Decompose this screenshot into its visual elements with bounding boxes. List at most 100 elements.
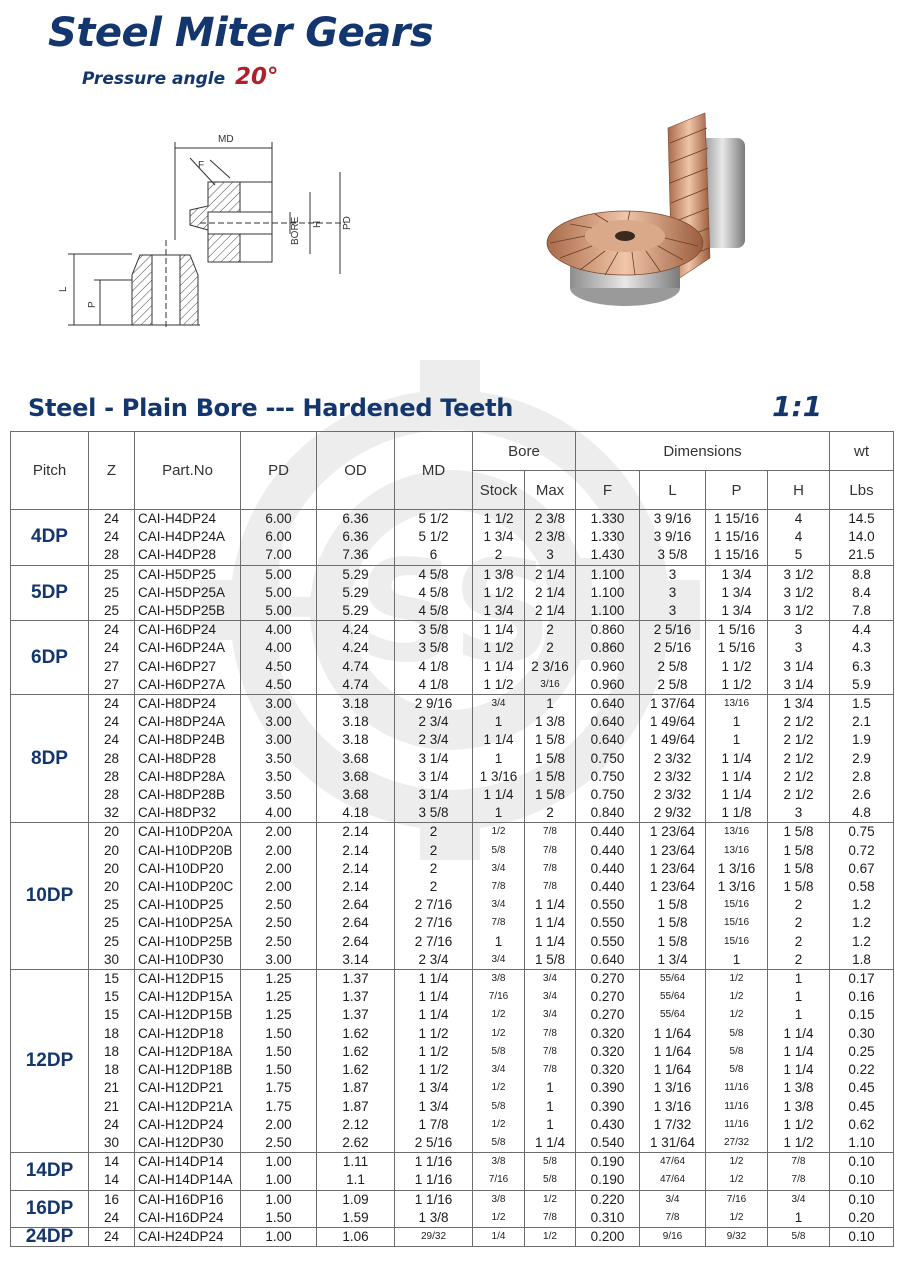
table-row: 25 CAI-H10DP25A 2.50 2.64 2 7/16 7/8 1 1/4 0.55… <box>11 914 894 933</box>
table-cell: 1/2 <box>705 1208 768 1228</box>
table-cell: 1 49/64 <box>639 731 706 750</box>
table-cell: CAI-H14DP14A <box>134 1171 241 1191</box>
table-cell: 1 1/64 <box>639 1042 706 1062</box>
table-cell: 0.390 <box>575 1097 640 1116</box>
table-cell: 3 9/16 <box>639 509 706 529</box>
table-cell: 4.3 <box>829 639 894 658</box>
table-cell: 1 3/16 <box>472 767 525 787</box>
table-cell: 1 <box>705 713 768 732</box>
table-row: 24 CAI-H4DP24A 6.00 6.36 5 1/2 1 3/4 2 3/8 1.33… <box>11 528 894 547</box>
table-cell: 24 <box>88 731 135 750</box>
table-cell: 0.45 <box>829 1079 894 1098</box>
table-cell: 3.14 <box>316 950 395 971</box>
pd-label: PD <box>342 216 353 230</box>
table-cell: CAI-H10DP30 <box>134 950 241 971</box>
table-cell: 1 3/4 <box>472 528 525 547</box>
table-cell: CAI-H6DP24 <box>134 620 241 640</box>
table-cell: 2.6 <box>829 786 894 805</box>
table-cell: 5.00 <box>240 564 317 584</box>
table-cell: 1.330 <box>575 528 640 547</box>
table-cell: 1 <box>705 950 768 971</box>
table-cell: 3/16 <box>524 675 576 696</box>
table-cell: 2.00 <box>240 1115 317 1134</box>
table-cell: 0.640 <box>575 694 640 714</box>
table-cell: 9/32 <box>705 1226 768 1248</box>
table-cell: 0.440 <box>575 841 640 860</box>
table-cell: 1/2 <box>472 1208 525 1228</box>
table-row: 28 CAI-H8DP28B 3.50 3.68 3 1/4 1 1/4 1 5/8 0.75… <box>11 786 894 805</box>
table-cell: 15 <box>88 1006 135 1025</box>
table-cell: 1 1/2 <box>394 1024 473 1043</box>
table-row: 14 CAI-H14DP14A 1.00 1.1 1 1/16 7/16 5/8 0.190 4… <box>11 1171 894 1191</box>
table-cell: 5/8 <box>472 1133 525 1154</box>
table-cell: 3.50 <box>240 749 317 768</box>
table-cell: 0.640 <box>575 713 640 732</box>
table-cell: CAI-H12DP18 <box>134 1024 241 1043</box>
table-cell: 5/8 <box>524 1171 576 1191</box>
table-cell: 0.550 <box>575 896 640 915</box>
table-cell: CAI-H12DP15 <box>134 969 241 989</box>
table-cell: 1.37 <box>316 988 395 1007</box>
table-cell: 2 <box>394 878 473 897</box>
table-cell: 2 3/32 <box>639 786 706 805</box>
header-lbs: Lbs <box>829 470 894 510</box>
table-row: 27 CAI-H6DP27 4.50 4.74 4 1/8 1 1/4 2 3/16 0.96… <box>11 657 894 676</box>
table-cell: 1 1/4 <box>524 1133 576 1154</box>
table-cell: 7/8 <box>524 1208 576 1228</box>
table-cell: 32 <box>88 804 135 824</box>
table-cell: 5 <box>767 546 830 566</box>
table-cell: 0.45 <box>829 1097 894 1116</box>
table-cell: 7/8 <box>524 822 576 842</box>
pressure-angle-label: Pressure angle <box>82 69 226 89</box>
table-cell: 1.37 <box>316 969 395 989</box>
table-cell: 2.00 <box>240 841 317 860</box>
table-row: 6DP 24 CAI-H6DP24 4.00 4.24 3 5/8 1 1/4 2 0.860 2… <box>10 620 894 696</box>
table-cell: 1.100 <box>575 564 640 584</box>
page-title: Steel Miter Gears <box>48 10 434 56</box>
table-cell: 2 1/2 <box>767 731 830 750</box>
table-cell: 25 <box>88 914 135 933</box>
table-cell: 2 3/4 <box>394 713 473 732</box>
table-cell: 7/8 <box>472 878 525 897</box>
table-cell: 13/16 <box>705 841 768 860</box>
table-cell: 7/8 <box>472 914 525 933</box>
table-cell: 2 3/4 <box>394 950 473 971</box>
table-cell: 1/2 <box>705 1006 768 1025</box>
table-cell: 1.00 <box>240 1152 317 1172</box>
table-row: 14DP 14 CAI-H14DP14 1.00 1.11 1 1/16 3/8 5/8 0.1… <box>10 1152 894 1191</box>
table-cell: 1 1/4 <box>524 932 576 951</box>
table-cell: 1 1/4 <box>394 1006 473 1025</box>
table-cell: 2 5/16 <box>639 639 706 658</box>
table-cell: 2 1/4 <box>524 583 576 603</box>
table-cell: 1 1/16 <box>394 1171 473 1191</box>
header-p: P <box>705 470 768 510</box>
table-cell: 1 1/4 <box>472 731 525 750</box>
header-l: L <box>639 470 706 510</box>
table-cell: 4.00 <box>240 620 317 640</box>
table-cell: 4 5/8 <box>394 564 473 584</box>
table-cell: 3 1/4 <box>394 767 473 787</box>
table-cell: 1.62 <box>316 1042 395 1062</box>
table-cell: 3.50 <box>240 786 317 805</box>
table-cell: 2.8 <box>829 767 894 787</box>
table-cell: 1/2 <box>524 1189 576 1209</box>
table-cell: 1 5/8 <box>524 786 576 805</box>
table-cell: 3/4 <box>639 1189 706 1209</box>
table-row: 25 CAI-H10DP25 2.50 2.64 2 7/16 3/4 1 1/4 0.550… <box>11 896 894 915</box>
table-cell: 0.10 <box>829 1152 894 1172</box>
table-row: 28 CAI-H8DP28 3.50 3.68 3 1/4 1 1 5/8 0.750 2 3/… <box>11 749 894 768</box>
table-cell: 4 5/8 <box>394 583 473 603</box>
table-cell: 1.50 <box>240 1042 317 1062</box>
table-cell: 55/64 <box>639 1006 706 1025</box>
table-cell: 15 <box>88 969 135 989</box>
section-title: Steel - Plain Bore --- Hardened Teeth <box>28 394 514 422</box>
table-cell: 1 1/4 <box>705 749 768 768</box>
table-cell: 24 <box>88 509 135 529</box>
table-cell: 4.8 <box>829 804 894 824</box>
gear-spec-table: Pitch Z Part.No PD OD MD Bore Dimensions… <box>10 431 894 1248</box>
table-row: 28 CAI-H4DP28 7.00 7.36 6 2 3 1.430 3 5/8 1 15/16… <box>11 546 894 566</box>
table-cell: 1.330 <box>575 509 640 529</box>
table-cell: 1 23/64 <box>639 859 706 879</box>
header-f: F <box>575 470 640 510</box>
pitch-cell: 12DP <box>10 969 89 1154</box>
